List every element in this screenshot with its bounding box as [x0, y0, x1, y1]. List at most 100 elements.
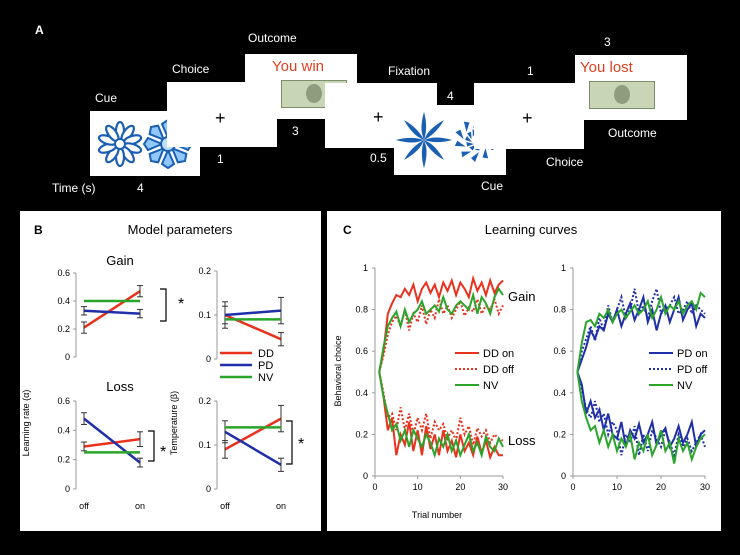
x-tick-label: 10 [612, 482, 622, 492]
subplot-B-gain-learning-rate: 0 0.2 0.4 0.6 [57, 268, 143, 362]
series-line-DD [83, 290, 141, 329]
significance-bracket [148, 430, 155, 462]
panel-letter-a: A [35, 23, 44, 37]
legend-label-NV: NV [258, 372, 274, 384]
error-bar-DD [278, 332, 284, 347]
x-tick-label: on [276, 501, 286, 511]
significance-bracket [286, 420, 293, 465]
y-tick-label: 0 [65, 484, 70, 494]
y-tick-label: 0.1 [198, 310, 211, 320]
series-line-DD [224, 417, 282, 451]
significance-star-gain: * [178, 296, 184, 313]
legend-label-PD-off: PD off [677, 364, 708, 376]
y-tick-label: 1 [363, 263, 368, 273]
error-bar-PD [81, 306, 87, 316]
panel-b-title: Model parameters [128, 222, 233, 237]
error-bar-DD [137, 431, 143, 447]
duration-fixation: 0.5 [370, 151, 387, 165]
label-fixation: Fixation [388, 64, 431, 78]
series-line-DD [83, 437, 141, 448]
y-tick-label: 1 [561, 263, 566, 273]
subplot-B-gain-temperature: 0 0.1 0.2 [198, 266, 284, 364]
legend-label-DD-on: DD on [483, 348, 514, 360]
y-tick-label: 0.2 [553, 429, 566, 439]
curve-NV-gain [576, 291, 706, 373]
y-tick-label: 0.2 [57, 324, 70, 334]
y-tick-label: 0.8 [355, 305, 368, 315]
subplot-B-loss-temperature: 0 0.1 0.2 off on [198, 396, 286, 511]
y-tick-label: 0.4 [57, 296, 70, 306]
error-bar-PD [81, 412, 87, 425]
learning-curves-chart: C Learning curves Behavioral choice Tria… [333, 222, 710, 520]
significance-bracket [160, 288, 167, 322]
fixation-cross: + [215, 108, 226, 128]
duration-choice: 1 [217, 152, 224, 166]
error-bar-DD [81, 321, 87, 334]
gain-title: Gain [106, 253, 133, 268]
ylabel-temperature: Temperature (β) [169, 391, 179, 455]
error-bar-PD [222, 301, 228, 329]
curve-DD-off-loss [378, 371, 504, 446]
legend-label-PD-on: PD on [677, 348, 708, 360]
panel-letter-b: B [34, 223, 43, 237]
error-bar-PD [137, 457, 143, 468]
error-bar-DD [137, 285, 143, 298]
screen-outcome-lost: You lost [575, 55, 687, 120]
x-tick-label: 30 [700, 482, 710, 492]
curve-label-loss: Loss [508, 433, 536, 448]
y-tick-label: 0 [65, 352, 70, 362]
label-choice: Choice [172, 62, 210, 76]
curve-DD-off-gain [378, 295, 504, 373]
panel-b-model-parameters: B Model parameters Gain Loss Learning ra… [20, 211, 321, 531]
snowflake-stimulus-left [97, 120, 143, 168]
series-line-PD [83, 417, 141, 464]
x-tick-label: 10 [413, 482, 423, 492]
x-tick-label: 0 [570, 482, 575, 492]
y-tick-label: 0.2 [57, 455, 70, 465]
series-line-PD [83, 309, 141, 315]
error-bar-PD [222, 420, 228, 444]
subplot-B-loss-learning-rate: 0 0.2 0.4 0.6 off on [57, 396, 145, 511]
duration-cue-2: 4 [447, 89, 454, 103]
panel-letter-c: C [343, 223, 352, 237]
legend-label-PD: PD [258, 360, 273, 372]
win-text: You win [272, 58, 324, 75]
y-tick-label: 0.1 [198, 440, 211, 450]
label-cue-2: Cue [481, 179, 504, 193]
curve-label-gain: Gain [508, 289, 535, 304]
x-tick-label: 20 [455, 482, 465, 492]
panel-c-learning-curves: C Learning curves Behavioral choice Tria… [327, 211, 721, 531]
y-tick-label: 0 [206, 354, 211, 364]
fixation-cross-2: + [373, 107, 384, 127]
y-tick-label: 0.8 [553, 305, 566, 315]
y-tick-label: 0.6 [355, 346, 368, 356]
loss-title: Loss [106, 379, 134, 394]
lost-text: You lost [580, 59, 633, 76]
significance-star-loss-lr: * [160, 444, 166, 461]
panel-c-title: Learning curves [485, 222, 578, 237]
ylabel-behavioral-choice: Behavioral choice [333, 335, 343, 406]
y-tick-label: 0 [561, 471, 566, 481]
y-tick-label: 0.4 [355, 388, 368, 398]
curve-NV-loss [378, 371, 504, 459]
y-tick-label: 0.2 [198, 266, 211, 276]
label-outcome: Outcome [248, 31, 297, 45]
significance-star-loss-temp: * [298, 436, 304, 453]
pinwheel-stimulus [395, 111, 453, 169]
duration-outcome-2: 3 [604, 35, 611, 49]
duration-cue: 4 [137, 181, 144, 195]
label-choice-2: Choice [546, 155, 584, 169]
legend-label-DD: DD [258, 348, 274, 360]
x-tick-label: off [79, 501, 89, 511]
legend-label-NV: NV [483, 380, 499, 392]
y-tick-label: 0 [206, 484, 211, 494]
curve-NV-gain [378, 286, 504, 373]
y-tick-label: 0.6 [57, 268, 70, 278]
x-tick-label: 0 [372, 482, 377, 492]
y-tick-label: 0.6 [57, 396, 70, 406]
error-bar-DD [81, 441, 87, 452]
ylabel-learning-rate: Learning rate (α) [21, 390, 31, 457]
curve-PD-on-loss [576, 371, 706, 451]
screen-choice-2: + [474, 83, 584, 149]
